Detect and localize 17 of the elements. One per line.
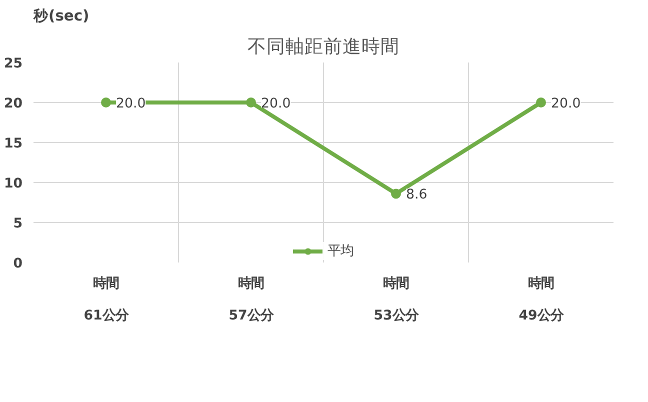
y-tick-label: 10 (4, 176, 23, 192)
y-tick-label: 20 (4, 96, 23, 112)
data-label: 20.0 (261, 96, 291, 112)
y-axis-title: 秒(sec) (32, 8, 90, 24)
category-label: 時間 61公分 (84, 276, 128, 324)
y-tick-label: 25 (4, 56, 23, 72)
legend-label: 平均 (328, 243, 354, 260)
y-tick-label: 5 (13, 216, 23, 232)
data-label: 20.0 (116, 96, 146, 112)
chart-title: 不同軸距前進時間 (248, 36, 400, 58)
y-tick-label: 0 (13, 256, 23, 272)
data-label: 8.6 (406, 188, 428, 203)
y-tick-label: 15 (4, 136, 23, 152)
category-label: 時間 57公分 (228, 276, 274, 324)
category-label: 時間 53公分 (374, 276, 418, 324)
data-label: 20.0 (551, 96, 581, 112)
category-label: 時間 49公分 (518, 276, 564, 324)
